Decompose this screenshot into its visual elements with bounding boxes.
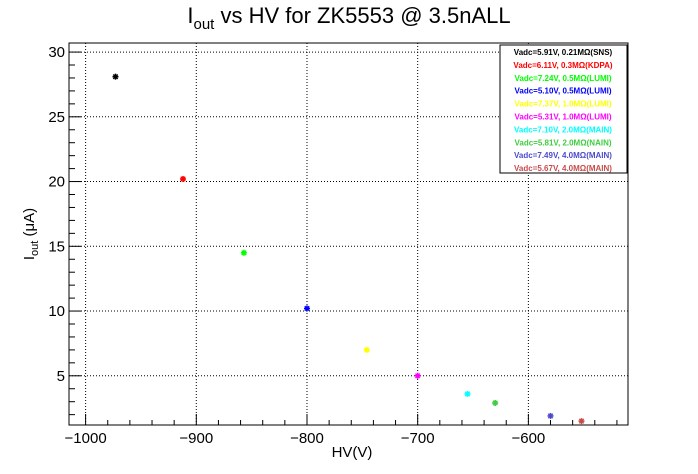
x-axis-title: HV(V)	[332, 444, 373, 461]
legend-box	[499, 44, 628, 174]
y-tick-label: 10	[48, 303, 65, 320]
data-point	[492, 399, 499, 406]
y-axis-title-rest: (μA)	[21, 208, 38, 241]
data-point	[464, 390, 471, 397]
y-axis-title-main: I	[21, 256, 38, 260]
data-point	[112, 73, 119, 80]
data-point	[303, 305, 310, 312]
data-point	[363, 346, 370, 353]
legend: Vadc=5.91V, 0.21MΩ(SNS) Vadc=6.11V, 0.3MΩ…	[499, 44, 628, 174]
tick-labels: −1000 −900 −800 −700 −600 5 10 15 20 25 30	[48, 44, 545, 447]
x-tick-label: −800	[290, 430, 324, 447]
x-tick-label: −700	[401, 430, 435, 447]
legend-item: Vadc=7.24V, 0.5MΩ(LUMI)	[514, 74, 611, 83]
y-tick-label: 25	[48, 109, 65, 126]
legend-item: Vadc=7.37V, 1.0MΩ(LUMI)	[514, 100, 611, 109]
data-points	[112, 73, 585, 425]
x-tick-label: −1000	[65, 430, 107, 447]
legend-entries: Vadc=5.91V, 0.21MΩ(SNS) Vadc=6.11V, 0.3MΩ…	[513, 48, 612, 173]
chart-title-rest: vs HV for ZK5553 @ 3.5nALL	[214, 3, 510, 28]
data-point	[414, 372, 421, 379]
legend-item: Vadc=5.10V, 0.5MΩ(LUMI)	[514, 87, 611, 96]
y-axis-title-subscript: out	[29, 241, 41, 256]
data-point	[180, 175, 187, 182]
chart-title: Iout vs HV for ZK5553 @ 3.5nALL	[187, 3, 510, 33]
data-point	[578, 418, 585, 425]
chart-title-main: I	[187, 3, 193, 28]
y-tick-label: 30	[48, 44, 65, 61]
legend-item: Vadc=6.11V, 0.3MΩ(KDPA)	[513, 61, 612, 70]
y-tick-label: 20	[48, 174, 65, 191]
chart-title-subscript: out	[194, 16, 216, 33]
legend-item: Vadc=7.49V, 4.0MΩ(MAIN)	[514, 151, 612, 160]
plot-frame	[68, 42, 629, 426]
axis-ticks	[69, 51, 618, 425]
legend-item: Vadc=5.91V, 0.21MΩ(SNS)	[514, 48, 613, 57]
y-tick-label: 15	[48, 238, 65, 255]
legend-item: Vadc=5.81V, 2.0MΩ(NAIN)	[514, 138, 611, 147]
y-tick-label: 5	[57, 368, 65, 385]
x-tick-label: −900	[179, 430, 213, 447]
y-axis-title: Iout (μA)	[21, 208, 41, 260]
x-tick-label: −600	[511, 430, 545, 447]
legend-item: Vadc=7.10V, 2.0MΩ(MAIN)	[514, 125, 612, 134]
legend-item: Vadc=5.67V, 4.0MΩ(MAIN)	[514, 164, 612, 173]
data-point	[547, 412, 554, 419]
legend-item: Vadc=5.31V, 1.0MΩ(LUMI)	[514, 113, 611, 122]
data-point	[240, 249, 247, 256]
